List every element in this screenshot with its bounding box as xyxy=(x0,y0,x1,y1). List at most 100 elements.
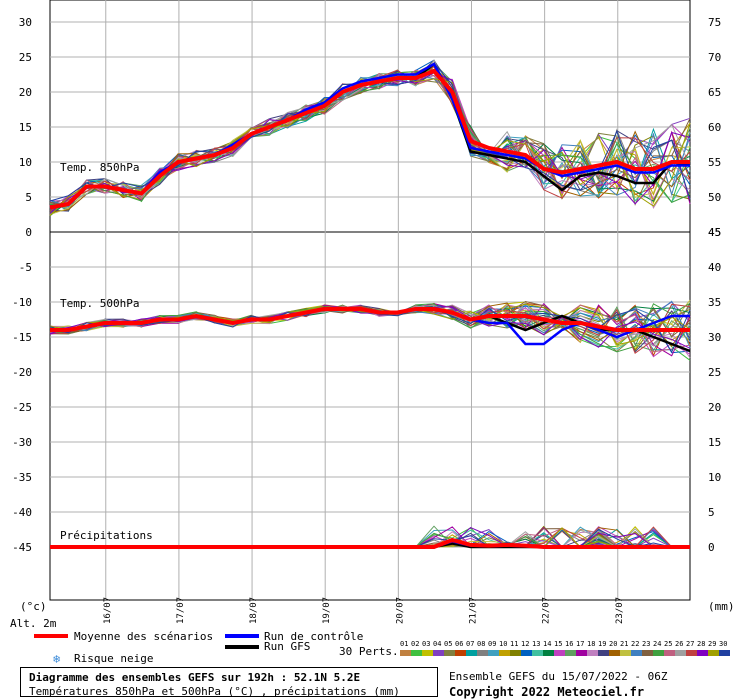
pert-number-02: 02 xyxy=(411,640,420,648)
pert-color-25 xyxy=(664,650,675,656)
y-tick-850: 20 xyxy=(19,86,32,99)
member-500-line xyxy=(49,305,691,349)
right-tick-850: 55 xyxy=(708,156,721,169)
pert-number-08: 08 xyxy=(477,640,486,648)
pert-number-15: 15 xyxy=(554,640,563,648)
pert-number-06: 06 xyxy=(455,640,464,648)
x-tick-label: 17/07 xyxy=(176,597,186,624)
y-tick-850: 10 xyxy=(19,156,32,169)
pert-number-10: 10 xyxy=(499,640,508,648)
pert-number-12: 12 xyxy=(521,640,530,648)
pert-number-26: 26 xyxy=(675,640,684,648)
pert-color-07 xyxy=(466,650,477,656)
y-tick-500: -30 xyxy=(12,436,32,449)
pert-number-03: 03 xyxy=(422,640,431,648)
right-tick-500: 45 xyxy=(708,226,721,239)
pert-color-21 xyxy=(620,650,631,656)
mean-legend-swatch xyxy=(34,634,68,638)
right-tick-500: 20 xyxy=(708,401,721,414)
pert-color-02 xyxy=(411,650,422,656)
pert-number-11: 11 xyxy=(510,640,519,648)
pert-color-15 xyxy=(554,650,565,656)
member-850-line xyxy=(49,78,691,202)
y-tick-850: 30 xyxy=(19,16,32,29)
chart-subtitle: Températures 850hPa et 500hPa (°C) , pré… xyxy=(29,685,400,698)
y-tick-850: 25 xyxy=(19,51,32,64)
left-units: (°c) xyxy=(20,600,47,613)
pert-color-23 xyxy=(642,650,653,656)
control-850-line xyxy=(49,62,690,209)
pert-number-14: 14 xyxy=(543,640,552,648)
pert-number-09: 09 xyxy=(488,640,497,648)
right-tick-500: 5 xyxy=(708,506,715,519)
pert-number-22: 22 xyxy=(631,640,640,648)
main-series xyxy=(49,62,691,549)
pert-color-06 xyxy=(455,650,466,656)
pert-color-11 xyxy=(510,650,521,656)
y-tick-850: 15 xyxy=(19,121,32,134)
y-tick-850: 0 xyxy=(25,226,32,239)
control-legend-label: Run de contrôle xyxy=(264,630,364,643)
gfs-legend-swatch xyxy=(225,645,259,649)
pert-color-24 xyxy=(653,650,664,656)
pert-color-17 xyxy=(576,650,587,656)
chart-title: Diagramme des ensembles GEFS sur 192h : … xyxy=(29,671,361,684)
pert-number-24: 24 xyxy=(653,640,662,648)
pert-number-04: 04 xyxy=(433,640,442,648)
gfs-legend-label: Run GFS xyxy=(264,640,311,653)
pert-color-12 xyxy=(521,650,532,656)
pert-number-17: 17 xyxy=(576,640,585,648)
pert-color-30 xyxy=(719,650,730,656)
pert-color-27 xyxy=(686,650,697,656)
right-tick-850: 70 xyxy=(708,51,721,64)
x-tick-label: 20/07 xyxy=(395,597,405,624)
copyright: Copyright 2022 Meteociel.fr xyxy=(449,685,645,699)
pert-color-28 xyxy=(697,650,708,656)
ensemble-members xyxy=(49,59,691,548)
pert-number-28: 28 xyxy=(697,640,706,648)
pert-number-23: 23 xyxy=(642,640,651,648)
y-tick-500: -40 xyxy=(12,506,32,519)
pert-color-19 xyxy=(598,650,609,656)
right-tick-500: 10 xyxy=(708,471,721,484)
right-tick-850: 60 xyxy=(708,121,721,134)
y-tick-850: 5 xyxy=(25,191,32,204)
pert-number-29: 29 xyxy=(708,640,717,648)
pert-color-16 xyxy=(565,650,576,656)
y-tick-500: -5 xyxy=(19,261,32,274)
panel-label-850: Temp. 850hPa xyxy=(60,161,139,174)
x-tick-label: 19/07 xyxy=(322,597,332,624)
right-tick-500: 40 xyxy=(708,261,721,274)
perts-title: 30 Perts. xyxy=(339,645,399,658)
pert-number-07: 07 xyxy=(466,640,475,648)
title-box: Diagramme des ensembles GEFS sur 192h : … xyxy=(20,667,438,698)
pert-number-21: 21 xyxy=(620,640,629,648)
pert-color-18 xyxy=(587,650,598,656)
x-tick-label: 21/07 xyxy=(468,597,478,624)
pert-number-19: 19 xyxy=(598,640,607,648)
pert-color-22 xyxy=(631,650,642,656)
x-tick-label: 18/07 xyxy=(249,597,259,624)
pert-number-30: 30 xyxy=(719,640,728,648)
run-info: Ensemble GEFS du 15/07/2022 - 06Z xyxy=(449,670,668,683)
pert-color-08 xyxy=(477,650,488,656)
mean-precip-line xyxy=(50,537,690,549)
pert-number-16: 16 xyxy=(565,640,574,648)
snowflake-icon: ❄ xyxy=(53,652,61,666)
pert-number-13: 13 xyxy=(532,640,541,648)
y-tick-500: -10 xyxy=(12,296,32,309)
y-tick-500: -45 xyxy=(12,541,32,554)
x-tick-label: 23/07 xyxy=(615,597,625,624)
pert-color-03 xyxy=(422,650,433,656)
mean-500-line xyxy=(50,307,690,332)
pert-number-01: 01 xyxy=(400,640,409,648)
panel-label-precip: Précipitations xyxy=(60,529,153,542)
right-tick-500: 15 xyxy=(708,436,721,449)
right-tick-500: 30 xyxy=(708,331,721,344)
x-tick-label: 22/07 xyxy=(542,597,552,624)
pert-color-29 xyxy=(708,650,719,656)
pert-color-01 xyxy=(400,650,411,656)
pert-color-04 xyxy=(433,650,444,656)
pert-color-14 xyxy=(543,650,554,656)
